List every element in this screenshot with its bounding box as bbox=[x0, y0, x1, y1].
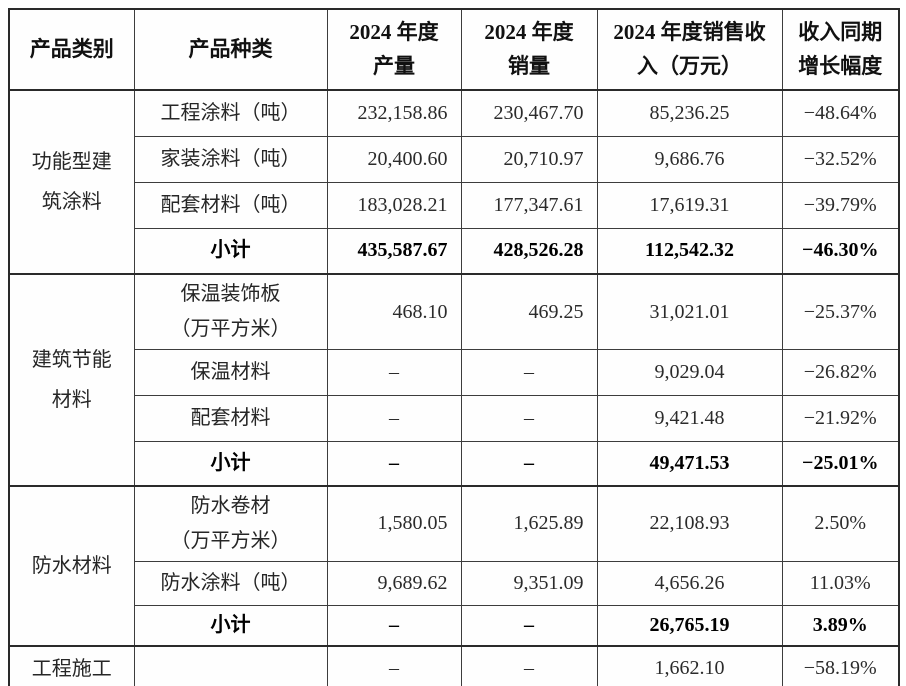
sales-cell: 177,347.61 bbox=[460, 181, 598, 229]
category-cell-energy-saving-materials: 建筑节能 材料 bbox=[8, 273, 135, 486]
product-type-cell: 防水涂料（吨） bbox=[133, 560, 328, 606]
production-cell: – bbox=[326, 395, 462, 442]
growth-cell: 2.50% bbox=[781, 484, 900, 562]
production-cell: 1,580.05 bbox=[326, 484, 462, 562]
product-type-cell: 配套材料（吨） bbox=[133, 181, 328, 229]
production-cell: 20,400.60 bbox=[326, 135, 462, 183]
product-type-cell: 配套材料 bbox=[133, 395, 328, 442]
sales-cell: – bbox=[460, 644, 598, 686]
sales-cell: – bbox=[460, 395, 598, 442]
growth-cell: −46.30% bbox=[781, 227, 900, 275]
table-row: 工程施工 – – 1,662.10 −58.19% bbox=[8, 644, 900, 686]
production-cell: – bbox=[326, 349, 462, 396]
subtotal-row: 小计 – – 26,765.19 3.89% bbox=[9, 604, 900, 646]
revenue-cell: 22,108.93 bbox=[596, 484, 783, 562]
production-cell: – bbox=[326, 604, 462, 646]
production-cell: 9,689.62 bbox=[326, 560, 462, 606]
growth-cell: −25.01% bbox=[781, 441, 900, 486]
header-sales-revenue-2024: 2024 年度销售收 入（万元） bbox=[596, 8, 783, 91]
production-cell: 468.10 bbox=[326, 273, 462, 350]
table-row: 防水材料 防水卷材 （万平方米） 1,580.05 1,625.89 22,10… bbox=[8, 484, 900, 646]
table-row: 家装涂料（吨） 20,400.60 20,710.97 9,686.76 −32… bbox=[9, 135, 900, 183]
revenue-cell: 17,619.31 bbox=[596, 181, 783, 229]
sales-cell: – bbox=[460, 604, 598, 646]
growth-cell: 3.89% bbox=[781, 604, 900, 646]
product-type-cell: 保温装饰板 （万平方米） bbox=[133, 273, 328, 350]
header-sales-volume-2024: 2024 年度 销量 bbox=[460, 8, 598, 91]
revenue-cell: 85,236.25 bbox=[596, 89, 783, 137]
sales-cell: 428,526.28 bbox=[460, 227, 598, 275]
table-row: 防水涂料（吨） 9,689.62 9,351.09 4,656.26 11.03… bbox=[9, 560, 900, 606]
product-type-cell-empty bbox=[133, 644, 328, 686]
product-type-cell: 防水卷材 （万平方米） bbox=[133, 484, 328, 562]
product-type-cell: 工程涂料（吨） bbox=[133, 89, 328, 137]
sales-cell: 230,467.70 bbox=[460, 89, 598, 137]
table-row: 配套材料 – – 9,421.48 −21.92% bbox=[9, 395, 900, 442]
subtotal-label-cell: 小计 bbox=[133, 604, 328, 646]
growth-cell: −25.37% bbox=[781, 273, 900, 350]
header-production-2024: 2024 年度 产量 bbox=[326, 8, 462, 91]
revenue-cell: 26,765.19 bbox=[596, 604, 783, 646]
header-row: 产品类别 产品种类 2024 年度 产量 2024 年度 销量 2024 年度销… bbox=[8, 8, 900, 91]
table-row: 保温材料 – – 9,029.04 −26.82% bbox=[9, 349, 900, 396]
table-row: 功能型建 筑涂料 工程涂料（吨） 232,158.86 230,467.70 8… bbox=[8, 89, 900, 275]
revenue-cell: 31,021.01 bbox=[596, 273, 783, 350]
revenue-cell: 9,421.48 bbox=[596, 395, 783, 442]
revenue-cell: 112,542.32 bbox=[596, 227, 783, 275]
revenue-cell: 49,471.53 bbox=[596, 441, 783, 486]
growth-cell: −32.52% bbox=[781, 135, 900, 183]
growth-cell: −39.79% bbox=[781, 181, 900, 229]
category-cell-waterproof-materials: 防水材料 bbox=[8, 484, 135, 646]
product-type-cell: 保温材料 bbox=[133, 349, 328, 396]
growth-cell: −58.19% bbox=[781, 644, 900, 686]
sales-cell: 469.25 bbox=[460, 273, 598, 350]
sales-cell: – bbox=[460, 441, 598, 486]
revenue-cell: 1,662.10 bbox=[596, 644, 783, 686]
growth-cell: 11.03% bbox=[781, 560, 900, 606]
category-cell-engineering-construction: 工程施工 bbox=[8, 644, 135, 686]
production-cell: – bbox=[326, 441, 462, 486]
production-cell: – bbox=[326, 644, 462, 686]
sales-cell: 9,351.09 bbox=[460, 560, 598, 606]
revenue-cell: 9,686.76 bbox=[596, 135, 783, 183]
category-cell-functional-coatings: 功能型建 筑涂料 bbox=[8, 89, 135, 275]
production-cell: 183,028.21 bbox=[326, 181, 462, 229]
growth-cell: −26.82% bbox=[781, 349, 900, 396]
production-cell: 435,587.67 bbox=[326, 227, 462, 275]
table-row: 建筑节能 材料 保温装饰板 （万平方米） 468.10 469.25 31,02… bbox=[8, 273, 900, 486]
product-sales-table: 产品类别 产品种类 2024 年度 产量 2024 年度 销量 2024 年度销… bbox=[8, 8, 900, 686]
product-type-cell: 家装涂料（吨） bbox=[133, 135, 328, 183]
sales-cell: 1,625.89 bbox=[460, 484, 598, 562]
header-yoy-growth: 收入同期 增长幅度 bbox=[781, 8, 900, 91]
subtotal-label-cell: 小计 bbox=[133, 227, 328, 275]
subtotal-row: 小计 435,587.67 428,526.28 112,542.32 −46.… bbox=[9, 227, 900, 275]
subtotal-label-cell: 小计 bbox=[133, 441, 328, 486]
revenue-cell: 9,029.04 bbox=[596, 349, 783, 396]
sales-cell: 20,710.97 bbox=[460, 135, 598, 183]
header-product-category: 产品类别 bbox=[8, 8, 135, 91]
growth-cell: −48.64% bbox=[781, 89, 900, 137]
growth-cell: −21.92% bbox=[781, 395, 900, 442]
production-cell: 232,158.86 bbox=[326, 89, 462, 137]
header-product-type: 产品种类 bbox=[133, 8, 328, 91]
revenue-cell: 4,656.26 bbox=[596, 560, 783, 606]
table-row: 配套材料（吨） 183,028.21 177,347.61 17,619.31 … bbox=[9, 181, 900, 229]
sales-cell: – bbox=[460, 349, 598, 396]
subtotal-row: 小计 – – 49,471.53 −25.01% bbox=[9, 441, 900, 486]
